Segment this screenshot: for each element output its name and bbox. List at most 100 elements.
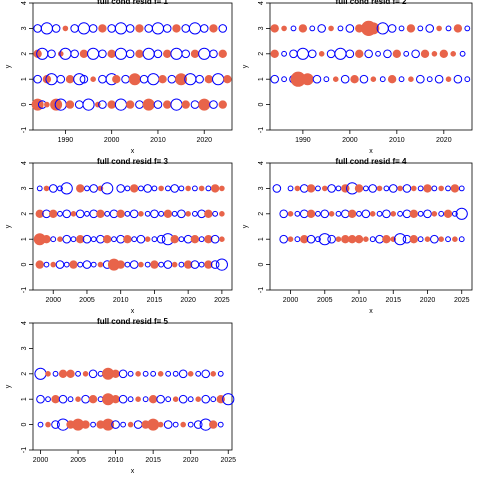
positive-residual-point [124, 210, 131, 217]
positive-residual-point [60, 182, 73, 195]
positive-residual-point [425, 24, 435, 33]
negative-residual-point [35, 260, 44, 269]
positive-residual-point [36, 394, 45, 404]
negative-residual-point [69, 260, 78, 269]
positive-residual-point [98, 49, 107, 59]
negative-residual-point [147, 418, 160, 431]
negative-residual-point [111, 395, 120, 404]
negative-residual-point [408, 76, 414, 82]
positive-residual-point [127, 370, 134, 377]
positive-residual-point [287, 185, 294, 192]
positive-residual-point [335, 210, 342, 217]
positive-residual-point [162, 24, 172, 33]
positive-residual-point [124, 261, 131, 268]
x-tick-label: 1990 [58, 137, 74, 144]
negative-residual-point [392, 49, 402, 58]
negative-residual-point [116, 209, 125, 218]
negative-residual-point [135, 396, 141, 403]
negative-residual-point [350, 74, 359, 84]
negative-residual-point [370, 76, 377, 82]
positive-residual-point [40, 22, 53, 35]
positive-residual-point [34, 367, 47, 380]
x-tick-label: 2010 [113, 297, 129, 304]
positive-residual-point [430, 234, 439, 244]
x-tick-label: 2020 [196, 137, 212, 144]
positive-residual-point [171, 210, 178, 217]
y-tick-label: -1 [258, 287, 265, 293]
y-tick-label: 0 [21, 423, 28, 427]
x-tick-label: 2005 [317, 297, 333, 304]
positive-residual-point [120, 421, 127, 428]
positive-residual-point [315, 236, 321, 243]
positive-residual-point [294, 236, 301, 243]
negative-residual-point [163, 49, 172, 58]
positive-residual-point [172, 370, 179, 377]
positive-residual-point [317, 24, 326, 33]
negative-residual-point [198, 98, 211, 111]
negative-residual-point [138, 261, 144, 268]
positive-residual-point [47, 49, 56, 59]
positive-residual-point [129, 209, 139, 219]
x-tick-label: 2020 [183, 457, 199, 464]
positive-residual-point [142, 47, 155, 60]
positive-residual-point [111, 236, 117, 243]
y-tick-label: 2 [21, 52, 28, 56]
positive-residual-point [199, 24, 209, 33]
y-tick-label: 3 [258, 26, 265, 30]
negative-residual-point [210, 184, 220, 193]
positive-residual-point [131, 236, 138, 243]
negative-residual-point [42, 234, 51, 244]
y-tick-label: 1 [258, 77, 265, 81]
positive-residual-point [170, 47, 183, 60]
positive-residual-point [210, 234, 220, 244]
x-axis-label: x [131, 308, 135, 315]
x-tick-label: 2020 [436, 137, 452, 144]
positive-residual-point [340, 74, 350, 84]
negative-residual-point [382, 234, 391, 244]
positive-residual-point [107, 24, 116, 33]
positive-residual-point [195, 74, 204, 84]
x-tick-label: 2005 [79, 297, 95, 304]
positive-residual-point [104, 210, 111, 217]
positive-residual-point [62, 209, 72, 219]
positive-residual-point [315, 185, 321, 192]
x-tick-label: 2015 [385, 297, 401, 304]
plot-frame [32, 2, 233, 131]
y-axis-label: y [5, 64, 12, 68]
positive-residual-point [361, 209, 371, 219]
negative-residual-point [103, 234, 112, 244]
positive-residual-point [417, 210, 424, 217]
positive-residual-point [73, 73, 86, 86]
positive-residual-point [165, 370, 172, 377]
negative-residual-point [198, 185, 205, 192]
negative-residual-point [341, 184, 350, 193]
positive-residual-point [205, 185, 212, 192]
negative-residual-point [135, 24, 144, 33]
negative-residual-point [111, 369, 120, 378]
positive-residual-point [55, 260, 65, 269]
positive-residual-point [158, 210, 165, 217]
positive-residual-point [70, 24, 79, 33]
x-tick-label: 2010 [108, 457, 124, 464]
positive-residual-point [198, 47, 211, 60]
positive-residual-point [52, 370, 59, 377]
positive-residual-point [90, 236, 97, 243]
x-axis-label: x [131, 148, 135, 155]
positive-residual-point [416, 74, 425, 84]
positive-residual-point [63, 261, 70, 268]
negative-residual-point [116, 260, 125, 269]
negative-residual-point [79, 49, 89, 58]
negative-residual-point [450, 50, 457, 57]
positive-residual-point [142, 396, 149, 403]
positive-residual-point [156, 394, 165, 404]
positive-residual-point [37, 421, 44, 428]
negative-residual-point [438, 185, 444, 192]
positive-residual-point [135, 100, 144, 109]
positive-residual-point [57, 185, 63, 192]
x-tick-label: 2000 [33, 457, 49, 464]
positive-residual-point [217, 421, 224, 428]
positive-residual-point [178, 261, 185, 268]
positive-residual-point [376, 210, 383, 217]
positive-residual-point [187, 396, 194, 403]
